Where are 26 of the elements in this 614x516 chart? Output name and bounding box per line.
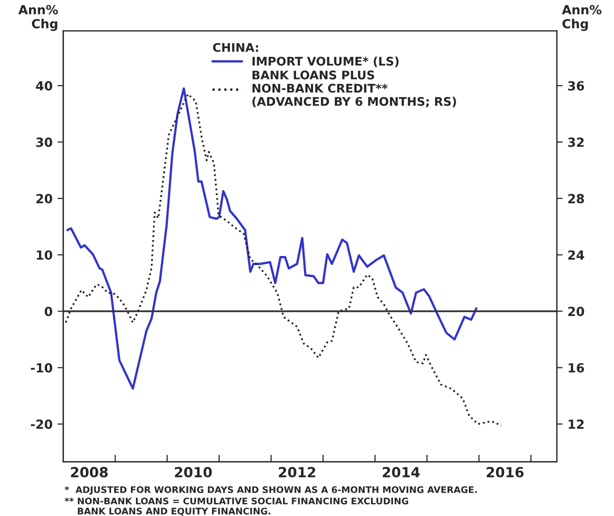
y-tick-label: 10 xyxy=(36,250,52,260)
y2-tick-label: 12 xyxy=(568,420,584,429)
x-tick-label: 2012 xyxy=(278,466,316,478)
legend-title: CHINA: xyxy=(213,42,258,52)
x-tick-label: 2008 xyxy=(70,466,108,478)
text: ** NON-BANK LOANS = CUMULATIVE SOCIAL FINANCING EXCLUDING BANK LOANS AND EQUITY FINANCING. xyxy=(64,498,408,516)
y-tick-label: -20 xyxy=(30,420,52,429)
y2-tick-label: 24 xyxy=(568,250,584,260)
x-tick-label: 2016 xyxy=(486,466,524,478)
y2-tick-label: 36 xyxy=(568,81,584,91)
y2-axis-title: Ann% Chg xyxy=(562,4,602,31)
legend-label: BANK LOANS PLUS NON-BANK CREDIT** (ADVANCED BY 6 MONTHS; RS) xyxy=(252,70,456,108)
y2-tick-label: 20 xyxy=(568,306,584,316)
y2-tick-label: 28 xyxy=(568,194,584,204)
y-tick-label: -10 xyxy=(30,363,52,373)
legend-label: IMPORT VOLUME* (LS) xyxy=(252,56,399,68)
y-tick-label: 40 xyxy=(36,81,52,91)
x-tick-label: 2010 xyxy=(174,466,212,478)
text: * ADJUSTED FOR WORKING DAYS AND SHOWN AS A 6-MONTH MOVING AVERAGE. xyxy=(64,486,477,495)
y2-tick-label: 32 xyxy=(568,138,584,147)
y-tick-label: 30 xyxy=(36,138,52,147)
y2-tick-label: 16 xyxy=(568,363,584,373)
x-tick-label: 2014 xyxy=(382,466,420,478)
y-tick-label: 0 xyxy=(44,306,52,316)
y-tick-label: 20 xyxy=(36,194,52,204)
y-axis-title: Ann% Chg xyxy=(18,4,58,31)
